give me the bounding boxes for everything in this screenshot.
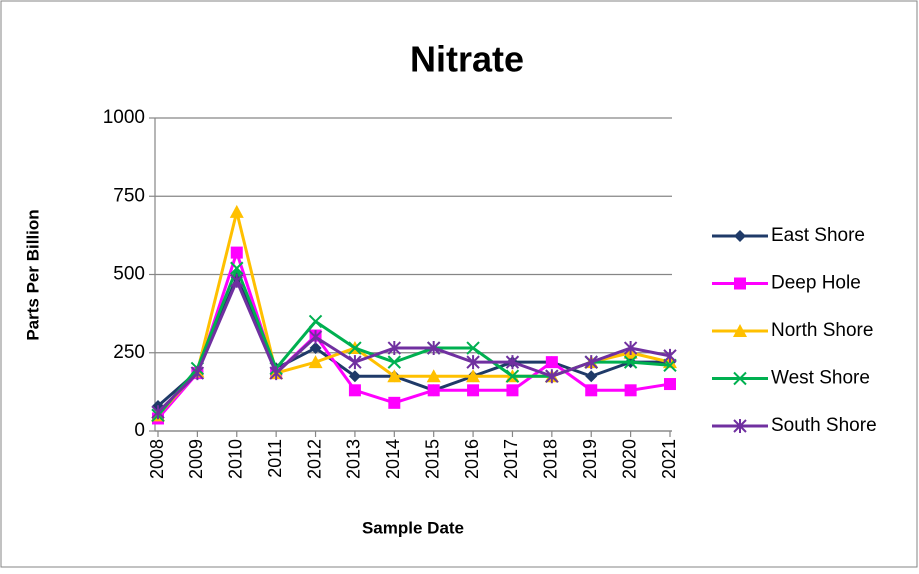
- marker: [466, 369, 481, 383]
- legend-marker: [733, 371, 747, 386]
- legend-marker: [733, 419, 747, 433]
- y-tick-label: 0: [134, 420, 145, 441]
- x-tick-label: 2008: [147, 439, 167, 479]
- marker: [190, 366, 205, 381]
- x-tick-label: 2011: [265, 439, 285, 478]
- legend-label: South Shore: [771, 415, 877, 436]
- marker: [151, 405, 165, 420]
- marker: [663, 348, 677, 363]
- marker: [309, 342, 322, 355]
- x-tick-label: 2020: [619, 439, 639, 479]
- legend-label: Deep Hole: [771, 273, 861, 294]
- marker: [585, 384, 598, 397]
- marker: [230, 261, 244, 275]
- x-tick-label: 2013: [344, 439, 364, 479]
- x-axis-label: Sample Date: [362, 518, 464, 537]
- marker: [505, 355, 520, 370]
- legend-label: East Shore: [771, 225, 865, 246]
- x-tick-label: 2012: [304, 439, 324, 479]
- y-tick-label: 1000: [103, 107, 145, 128]
- y-tick-label: 500: [113, 264, 145, 285]
- marker: [585, 370, 598, 383]
- marker: [348, 384, 361, 397]
- marker: [506, 384, 519, 397]
- series-line: [156, 251, 671, 420]
- marker: [269, 366, 283, 381]
- marker: [623, 355, 638, 369]
- marker: [623, 341, 638, 356]
- legend-marker: [734, 277, 746, 290]
- marker: [426, 369, 441, 383]
- marker: [426, 341, 441, 356]
- marker: [664, 378, 676, 391]
- chart-title: Nitrate: [410, 39, 524, 80]
- marker: [467, 384, 480, 397]
- marker: [505, 369, 520, 383]
- y-axis-label: Parts Per Billion: [23, 209, 42, 340]
- marker: [308, 314, 323, 329]
- marker: [584, 355, 598, 370]
- x-tick-label: 2010: [226, 439, 246, 479]
- y-tick-label: 750: [113, 185, 145, 206]
- marker: [229, 204, 244, 218]
- marker: [308, 330, 323, 345]
- marker: [466, 341, 480, 355]
- x-tick-label: 2021: [659, 439, 679, 479]
- marker: [308, 355, 323, 369]
- legend-label: West Shore: [771, 368, 870, 389]
- x-tick-label: 2014: [383, 439, 403, 479]
- marker: [230, 273, 244, 288]
- series-line: [156, 279, 671, 414]
- x-tick-label: 2009: [186, 439, 206, 479]
- x-tick-label: 2018: [541, 439, 561, 479]
- legend-label: North Shore: [771, 320, 873, 341]
- marker: [427, 384, 440, 397]
- y-tick-label: 250: [113, 342, 145, 363]
- marker: [230, 246, 243, 259]
- legend-marker: [733, 324, 747, 337]
- marker: [388, 396, 401, 409]
- marker: [387, 369, 402, 383]
- marker: [387, 341, 402, 356]
- marker: [545, 369, 559, 384]
- marker: [348, 355, 362, 370]
- marker: [624, 384, 637, 397]
- legend-marker: [734, 230, 746, 242]
- marker: [348, 370, 361, 383]
- x-tick-label: 2016: [462, 439, 482, 479]
- marker: [387, 355, 402, 369]
- x-tick-label: 2015: [422, 439, 442, 479]
- x-tick-label: 2019: [580, 439, 600, 479]
- marker: [545, 356, 558, 369]
- marker: [348, 341, 362, 355]
- x-tick-label: 2017: [501, 439, 521, 479]
- marker: [466, 355, 480, 370]
